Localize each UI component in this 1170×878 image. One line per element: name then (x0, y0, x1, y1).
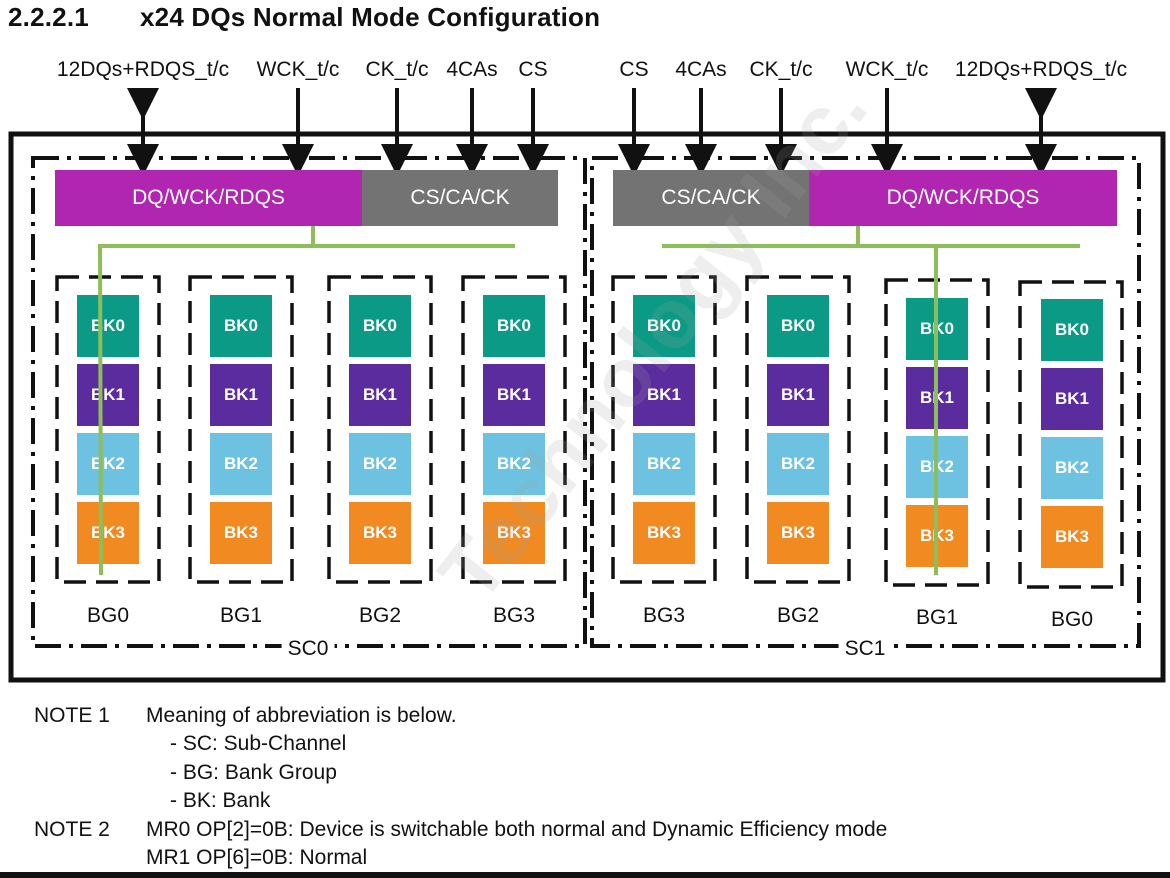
sc0-dq-bar: DQ/WCK/RDQS (55, 170, 362, 226)
bg-box (327, 275, 433, 584)
note1-item: - SC: Sub-Channel (170, 732, 347, 755)
note1-label: NOTE 1 (34, 704, 110, 727)
bg-label: BG2 (358, 604, 402, 627)
sc1-cs-bar: CS/CA/CK (613, 170, 809, 226)
signal-label: CS (518, 58, 548, 81)
bank-bk3: BK3 (210, 502, 272, 564)
note2-label: NOTE 2 (34, 818, 110, 841)
bank-bk2: BK2 (349, 433, 411, 495)
section-title-text: x24 DQs Normal Mode Configuration (140, 2, 601, 32)
bg-label: BG2 (776, 604, 820, 627)
bank-bk2: BK2 (633, 433, 695, 495)
bank-bk1: BK1 (483, 364, 545, 426)
signal-label: 4CAs (675, 58, 727, 81)
bank-bk3: BK3 (767, 502, 829, 564)
bg-label: BG3 (492, 604, 536, 627)
bank-bk0: BK0 (483, 295, 545, 357)
bottom-rule (0, 872, 1170, 878)
sc0-cs-bar: CS/CA/CK (362, 170, 558, 226)
note2-line1: MR0 OP[2]=0B: Device is switchable both … (146, 818, 888, 841)
signal-label: CK_t/c (365, 58, 429, 81)
note2-line2: MR1 OP[6]=0B: Normal (146, 846, 368, 869)
bank-bk3: BK3 (349, 502, 411, 564)
bank-bk1: BK1 (210, 364, 272, 426)
bank-bk0: BK0 (767, 295, 829, 357)
signal-label: CK_t/c (749, 58, 813, 81)
bg-box (611, 275, 717, 584)
bank-bk0: BK0 (633, 295, 695, 357)
bank-bk3: BK3 (77, 502, 139, 564)
note1-item: - BK: Bank (170, 789, 271, 812)
bg-box (1018, 280, 1124, 589)
bank-bk2: BK2 (210, 433, 272, 495)
bank-bk1: BK1 (349, 364, 411, 426)
signal-label: WCK_t/c (256, 58, 340, 81)
signal-label: CS (619, 58, 649, 81)
sc0-label: SC0 (281, 637, 335, 661)
note1-item: - BG: Bank Group (170, 761, 337, 784)
bg-label: BG1 (219, 604, 263, 627)
bank-bk2: BK2 (483, 433, 545, 495)
bg-label: BG3 (642, 604, 686, 627)
bank-bk3: BK3 (483, 502, 545, 564)
bank-bk3: BK3 (1041, 506, 1103, 568)
bg-box (745, 275, 851, 584)
signal-label: 12DQs+RDQS_t/c (954, 58, 1128, 81)
bg-label: BG0 (86, 604, 130, 627)
bank-bk0: BK0 (349, 295, 411, 357)
device-border (8, 131, 1166, 683)
bank-bk2: BK2 (767, 433, 829, 495)
bank-bk2: BK2 (1041, 437, 1103, 499)
signal-label: 12DQs+RDQS_t/c (56, 58, 230, 81)
bank-bk0: BK0 (210, 295, 272, 357)
sc0-bus-drop (98, 243, 103, 576)
bank-bk1: BK1 (1041, 368, 1103, 430)
bank-bk2: BK2 (77, 433, 139, 495)
bank-bk3: BK3 (633, 502, 695, 564)
bank-bk1: BK1 (633, 364, 695, 426)
bg-label: BG0 (1050, 608, 1094, 631)
note1-text: Meaning of abbreviation is below. (146, 704, 457, 727)
signal-label: 4CAs (446, 58, 498, 81)
bg-box (188, 275, 294, 584)
bank-bk1: BK1 (767, 364, 829, 426)
bg-box (461, 275, 567, 584)
section-title: 2.2.2.1 x24 DQs Normal Mode Configuration (8, 2, 600, 33)
bg-label: BG1 (915, 606, 959, 629)
sc1-dq-bar: DQ/WCK/RDQS (809, 170, 1117, 226)
signal-label: WCK_t/c (845, 58, 929, 81)
section-number: 2.2.2.1 (8, 2, 89, 32)
bank-bk0: BK0 (1041, 299, 1103, 361)
bg-box (55, 275, 161, 584)
sc1-label: SC1 (838, 637, 892, 661)
